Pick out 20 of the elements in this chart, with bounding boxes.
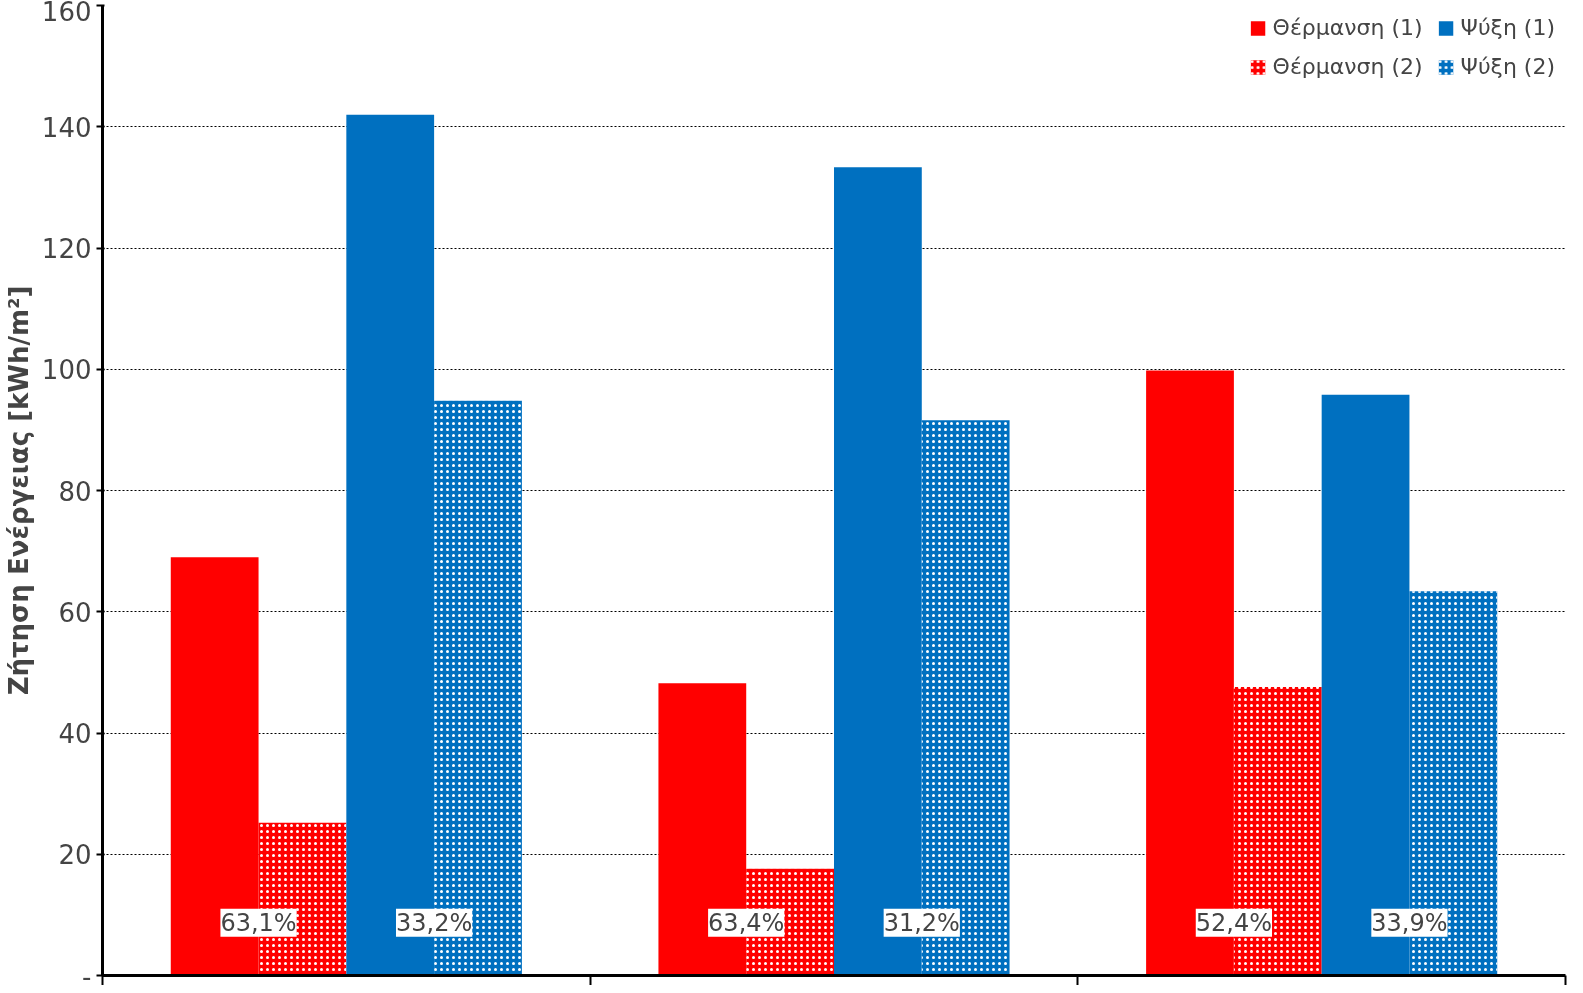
annotation: 33,9%	[1371, 908, 1448, 937]
legend-label: Θέρμανση (2)	[1272, 54, 1423, 79]
y-tick-label: 40	[58, 719, 92, 749]
legend-label: Ψύξη (2)	[1460, 54, 1555, 79]
y-tick-label: 20	[58, 840, 92, 871]
annotation: 52,4%	[1195, 908, 1273, 937]
y-tick-label: 140	[41, 112, 92, 143]
y-tick-label: 160	[41, 0, 92, 27]
legend-label: Θέρμανση (1)	[1272, 15, 1423, 40]
annotation: 31,2%	[883, 908, 960, 937]
legend-label: Ψύξη (1)	[1460, 15, 1555, 40]
y-tick-label: 120	[41, 234, 92, 264]
y-tick-label: 80	[58, 476, 92, 507]
y-tick-label: -	[82, 961, 92, 992]
y-tick-label: 100	[41, 355, 92, 386]
y-tick-label: 60	[58, 597, 92, 628]
y-axis-title: Ζήτηση Ενέργειας [kWh/m²]	[3, 285, 34, 696]
annotation: 33,2%	[395, 908, 473, 937]
annotation: 63,4%	[708, 908, 785, 937]
annotation: 63,1%	[220, 908, 297, 937]
